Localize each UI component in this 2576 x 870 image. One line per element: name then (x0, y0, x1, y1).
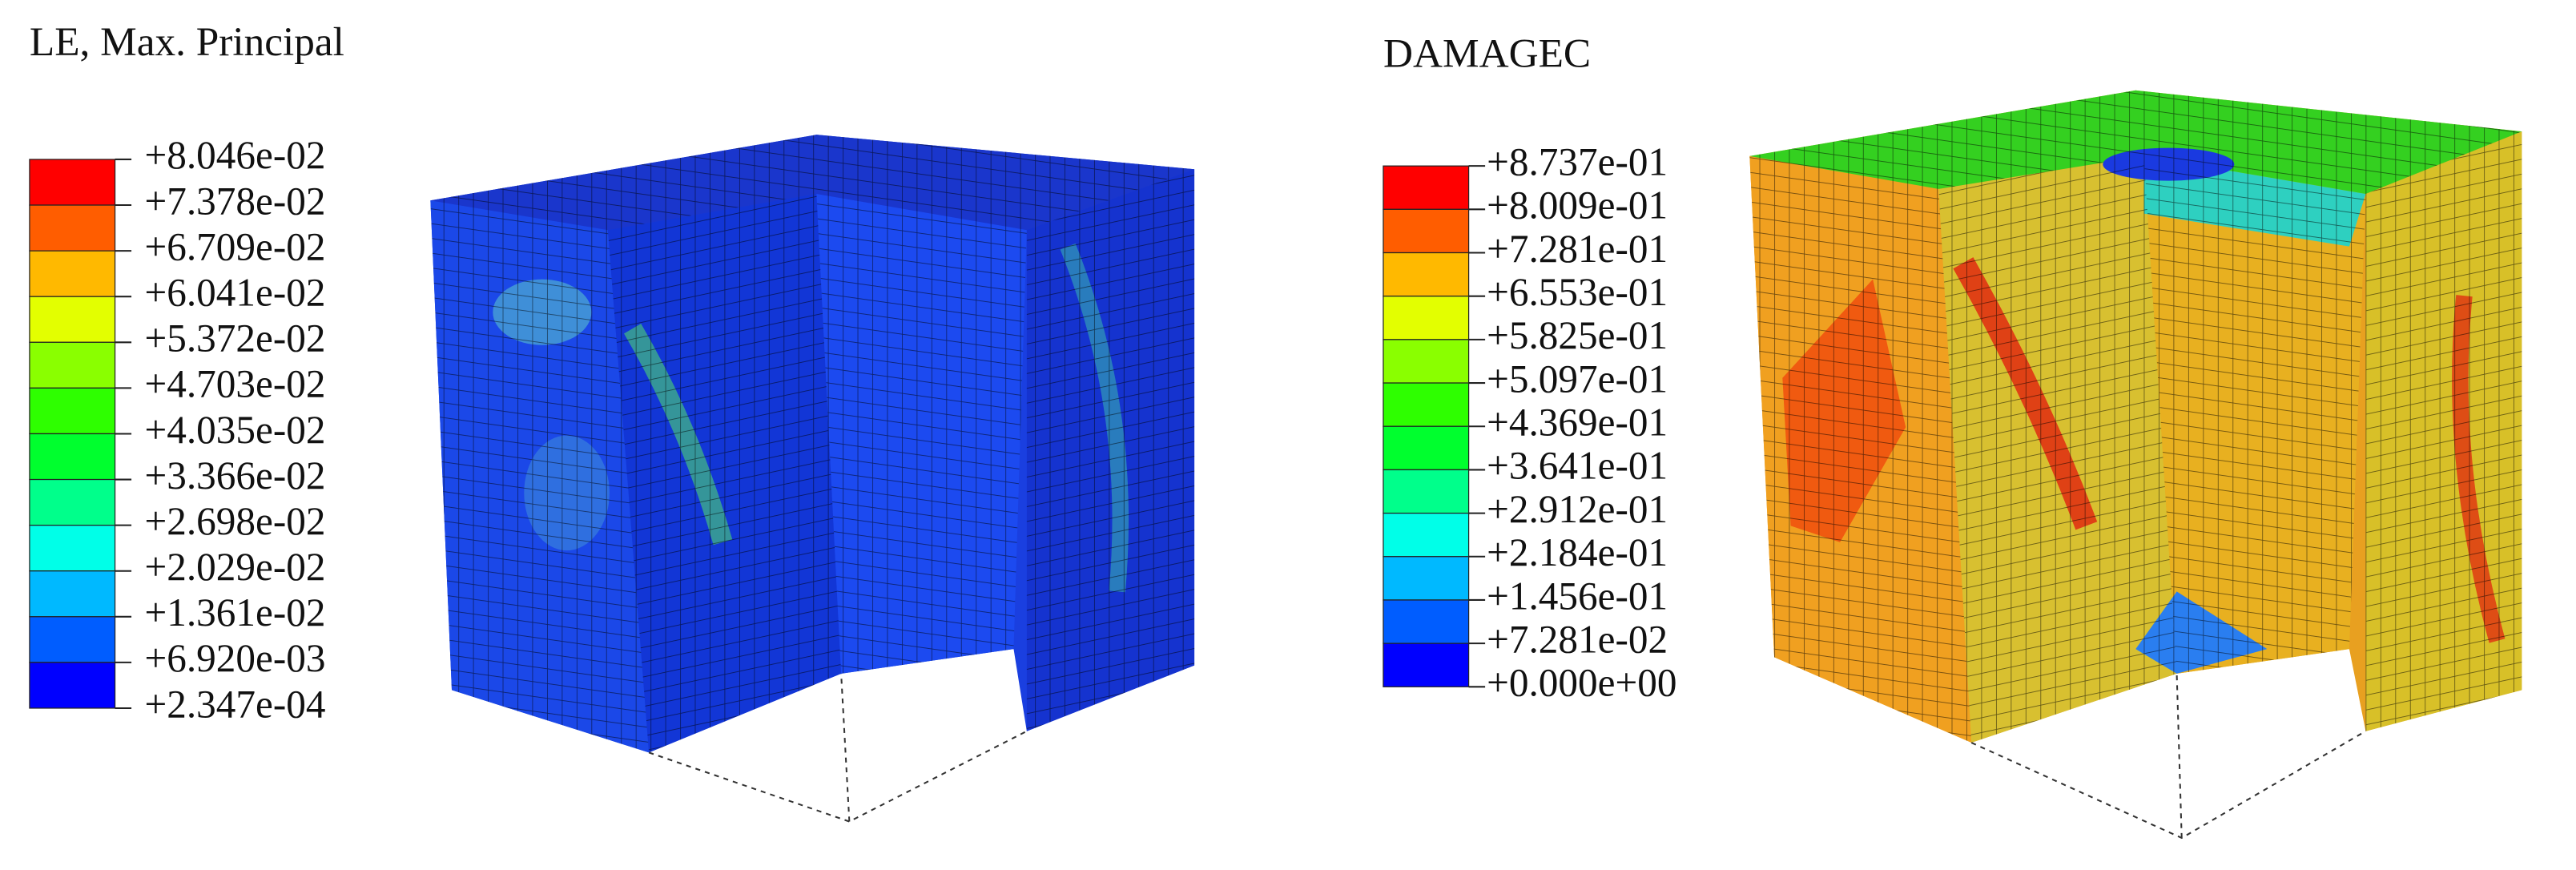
legend-label: +2.184e-01 (1487, 530, 1668, 574)
legend-swatch (29, 296, 116, 343)
legend-label: +7.378e-02 (144, 179, 325, 223)
legend-swatch (1383, 556, 1470, 601)
legend-label: +7.281e-02 (1487, 617, 1668, 661)
legend-label: +8.046e-02 (144, 133, 325, 177)
legend-swatch (29, 341, 116, 389)
legend-swatch (1383, 425, 1470, 471)
legend-swatch (1383, 208, 1470, 254)
legend-swatch (29, 433, 116, 481)
legend-swatch (29, 525, 116, 572)
model-strain (430, 135, 1195, 823)
legend-swatch (1383, 382, 1470, 427)
legend-label: +6.553e-01 (1487, 270, 1668, 314)
legend-label: +4.035e-02 (144, 408, 325, 452)
legend-label: +1.456e-01 (1487, 574, 1668, 618)
panel-title: DAMAGEC (1383, 31, 1591, 77)
legend-swatch (29, 387, 116, 435)
legend-label: +8.737e-01 (1487, 139, 1668, 183)
legend-label: +2.029e-02 (144, 545, 325, 589)
legend-swatch (1383, 512, 1470, 558)
legend-label: +0.000e+00 (1487, 661, 1676, 705)
legend-label: +3.641e-01 (1487, 444, 1668, 488)
legend-label: +5.097e-01 (1487, 356, 1668, 401)
legend-label: +6.920e-03 (144, 636, 325, 680)
legend-label: +8.009e-01 (1487, 183, 1668, 228)
legend-swatch (1383, 599, 1470, 644)
legend-swatch (29, 250, 116, 297)
legend-label: +2.912e-01 (1487, 487, 1668, 531)
legend-swatch (29, 570, 116, 618)
legend-swatch (1383, 252, 1470, 297)
legend-swatch (1383, 642, 1470, 687)
legend-label: +2.698e-02 (144, 499, 325, 543)
legend-label: +6.041e-02 (144, 271, 325, 315)
panel-title: LE, Max. Principal (30, 19, 344, 65)
legend-label: +2.347e-04 (144, 682, 325, 726)
legend-swatch (1383, 296, 1470, 340)
legend-swatch (29, 616, 116, 663)
legend-label: +5.372e-02 (144, 316, 325, 360)
legend-swatch (29, 159, 116, 206)
legend-swatch (1383, 339, 1470, 384)
model-damage (1749, 90, 2522, 840)
legend-swatch (1383, 469, 1470, 514)
legend-label: +7.281e-01 (1487, 227, 1668, 271)
legend-label: +3.366e-02 (144, 453, 325, 497)
legend-label: +5.825e-01 (1487, 313, 1668, 357)
legend-label: +1.361e-02 (144, 590, 325, 634)
legend-swatch (29, 204, 116, 252)
legend-swatch (1383, 165, 1470, 210)
legend-label: +4.703e-02 (144, 362, 325, 406)
legend-label: +6.709e-02 (144, 224, 325, 268)
legend-label: +4.369e-01 (1487, 401, 1668, 445)
legend-swatch (29, 662, 116, 709)
legend-swatch (29, 478, 116, 526)
